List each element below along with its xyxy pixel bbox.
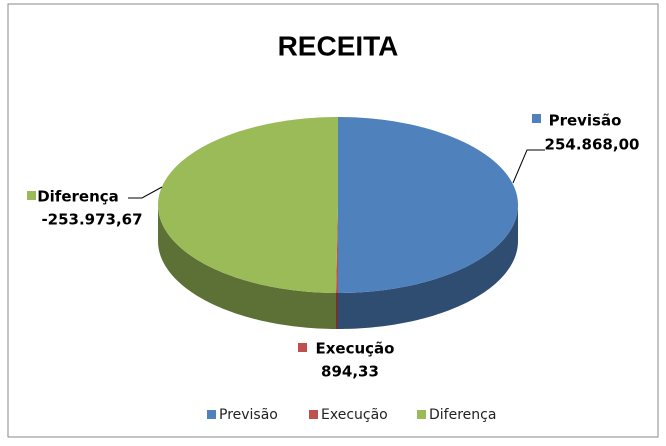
legend-label: Execução (321, 407, 388, 423)
chart-title: RECEITA (278, 30, 399, 61)
data-label-name: Execução (316, 340, 395, 358)
legend-label: Diferença (429, 407, 496, 423)
label-marker (298, 343, 307, 352)
data-label-name: Previsão (549, 112, 622, 130)
legend-marker (417, 410, 426, 419)
data-label: -253.973,67 (41, 211, 142, 229)
slice-side (158, 205, 337, 329)
data-label-name: Diferença (37, 188, 119, 206)
legend-marker (207, 410, 216, 419)
slice (336, 205, 338, 293)
legend-label: Previsão (219, 407, 278, 423)
data-label: 254.868,00 (545, 136, 640, 154)
label-marker (27, 191, 36, 200)
slice-side (338, 205, 518, 329)
label-marker (532, 114, 541, 123)
data-label: 894,33 (321, 363, 379, 381)
slice-side (336, 292, 338, 329)
leader-line (512, 149, 545, 184)
slice (158, 117, 338, 293)
slice (338, 117, 518, 293)
legend-marker (309, 410, 318, 419)
leader-line (128, 186, 163, 199)
